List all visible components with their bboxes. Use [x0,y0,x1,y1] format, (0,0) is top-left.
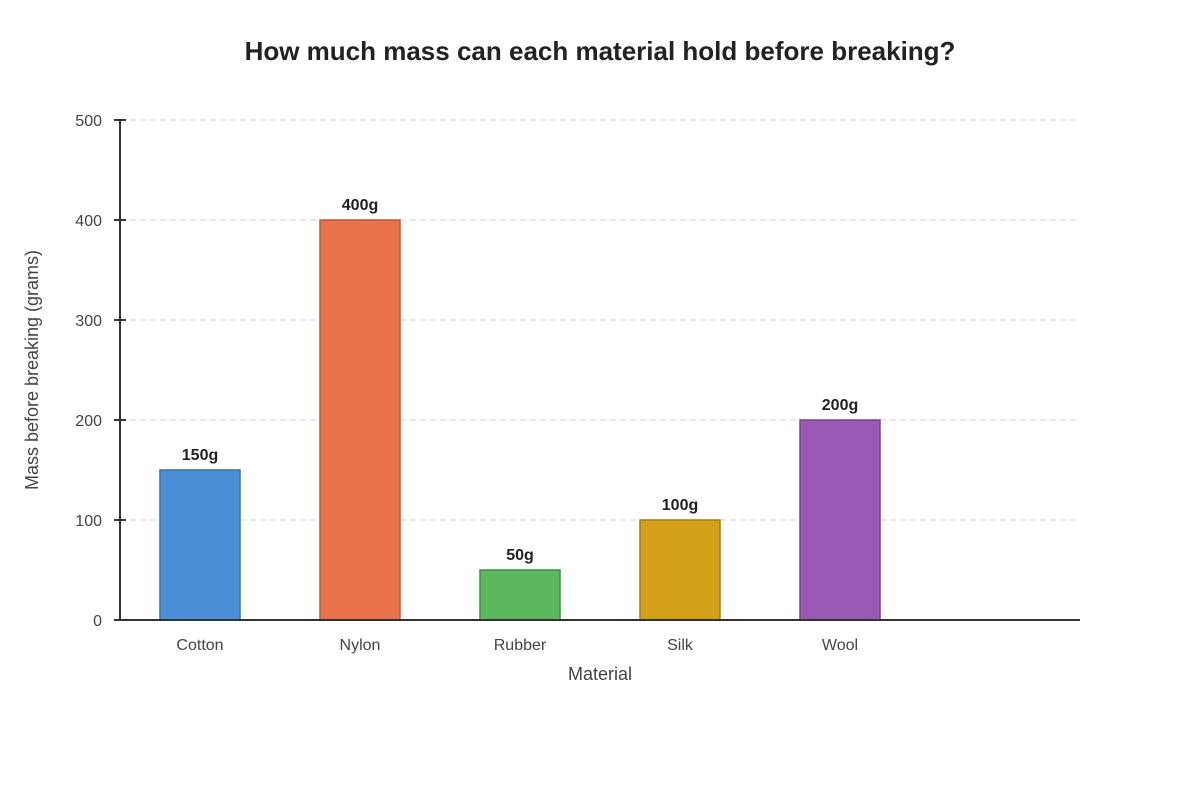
bar-rubber [479,569,561,621]
y-tick-label: 0 [93,613,102,630]
bar-nylon [319,219,401,621]
y-tick-label: 200 [75,413,102,430]
y-tick-label: 500 [75,113,102,130]
x-tick-label-wool: Wool [822,637,858,654]
x-tick-label-silk: Silk [667,637,694,654]
x-tick-label-cotton: Cotton [176,637,223,654]
bar-wool [799,419,881,621]
bar-cotton [159,469,241,621]
x-tick-label-rubber: Rubber [494,637,547,654]
y-tick-label: 400 [75,213,102,230]
value-label-wool: 200g [822,397,858,414]
x-tick-label-nylon: Nylon [340,637,381,654]
bars [159,219,881,621]
x-axis-ticks: Cotton Nylon Rubber Silk Wool [176,637,858,654]
y-tick-label: 300 [75,313,102,330]
y-tick-label: 100 [75,513,102,530]
value-label-silk: 100g [662,497,698,514]
y-axis-label: Mass before breaking (grams) [22,250,42,490]
value-labels: 150g 400g 50g 100g 200g [182,197,858,564]
bar-silk [639,519,721,621]
chart-title: How much mass can each material hold bef… [245,36,956,66]
gridlines [120,119,1080,521]
value-label-nylon: 400g [342,197,378,214]
value-label-cotton: 150g [182,447,218,464]
x-axis-label: Material [568,664,632,684]
value-label-rubber: 50g [506,547,534,564]
y-axis-ticks: 0 100 200 300 400 500 [75,113,126,630]
